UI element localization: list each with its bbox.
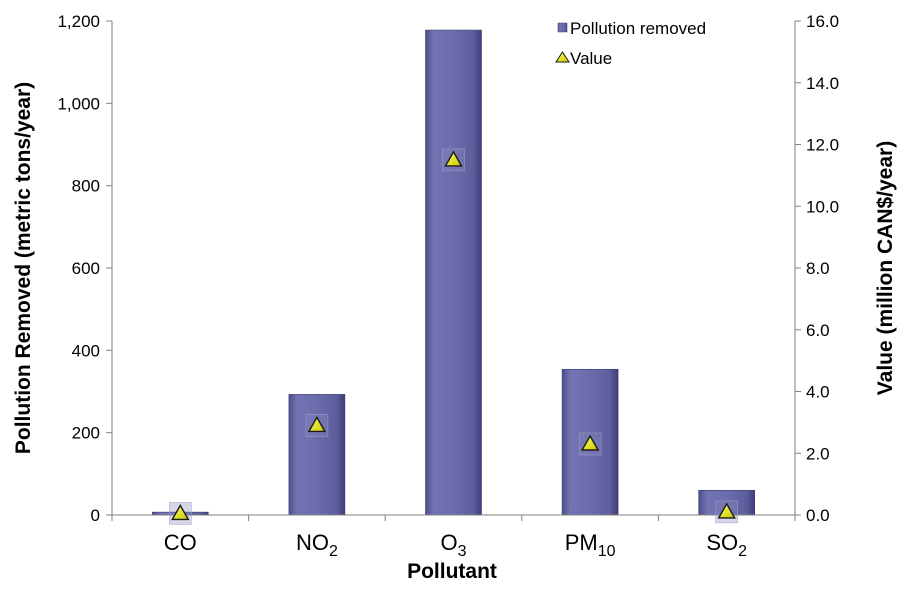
markers-layer bbox=[169, 148, 738, 525]
value-marker bbox=[578, 432, 602, 456]
value-marker bbox=[305, 414, 329, 437]
value-marker bbox=[169, 502, 192, 525]
y2-tick-label: 2.0 bbox=[806, 444, 830, 463]
bars-layer bbox=[152, 29, 756, 516]
bar bbox=[288, 394, 346, 516]
y2-tick-label: 14.0 bbox=[806, 74, 839, 93]
y2-tick-label: 8.0 bbox=[806, 259, 830, 278]
x-tick-label: NO2 bbox=[296, 530, 338, 560]
y-tick-label: 600 bbox=[72, 259, 100, 278]
legend-label-value: Value bbox=[570, 49, 612, 68]
y2-axis-title: Value (million CAN$/year) bbox=[874, 141, 897, 395]
axes-layer bbox=[106, 20, 801, 521]
y2-tick-label: 6.0 bbox=[806, 321, 830, 340]
legend-label-pollution-removed: Pollution removed bbox=[570, 19, 706, 38]
value-marker bbox=[715, 500, 738, 524]
x-tick-label: SO2 bbox=[706, 530, 747, 560]
y-tick-label: 200 bbox=[72, 424, 100, 443]
y-tick-label: 1,000 bbox=[57, 94, 100, 113]
y-tick-label: 400 bbox=[72, 341, 100, 360]
legend: Pollution removed Value bbox=[555, 19, 706, 68]
y-tick-label: 1,200 bbox=[57, 12, 100, 31]
x-tick-label: O3 bbox=[440, 530, 466, 560]
y2-tick-label: 16.0 bbox=[806, 12, 839, 31]
labels-layer: 0 200 400 600 800 1,000 1,200 0.0 2.0 4.0 6.0 8.0 10… bbox=[57, 12, 839, 560]
value-marker bbox=[442, 148, 465, 172]
y-tick-label: 0 bbox=[91, 506, 100, 525]
x-axis-title: Pollutant bbox=[407, 560, 497, 583]
y2-tick-label: 10.0 bbox=[806, 197, 839, 216]
legend-swatch-pollution-removed bbox=[557, 22, 568, 33]
y2-tick-label: 0.0 bbox=[806, 506, 830, 525]
x-tick-label: CO bbox=[164, 530, 197, 555]
y2-tick-label: 4.0 bbox=[806, 383, 830, 402]
y-axis-title: Pollution Removed (metric tons/year) bbox=[12, 82, 35, 454]
bar bbox=[425, 29, 482, 516]
legend-swatch-value bbox=[555, 51, 570, 63]
x-tick-label: PM10 bbox=[565, 530, 616, 560]
y-tick-label: 800 bbox=[72, 177, 100, 196]
y2-tick-label: 12.0 bbox=[806, 136, 839, 155]
